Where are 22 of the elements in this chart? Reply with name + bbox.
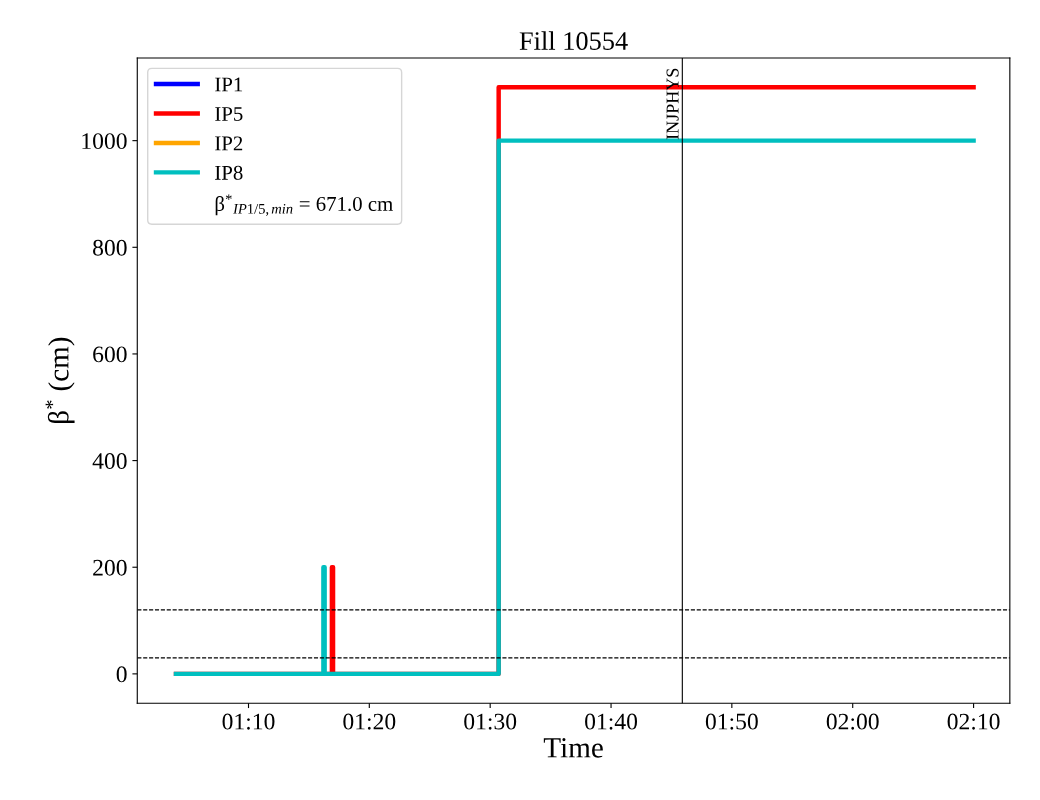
y-tick-label: 0 (116, 666, 127, 683)
chart-title: Fill 10554 (519, 31, 628, 50)
y-tick-label: 1000 (82, 133, 127, 150)
x-tick-label: 01:10 (222, 713, 275, 730)
x-tick-label: 02:00 (826, 713, 879, 730)
legend-label: IP2 (215, 136, 243, 151)
x-tick-label: 01:30 (464, 713, 517, 730)
x-tick-label: 02:10 (947, 713, 1000, 730)
legend-label: IP1 (215, 77, 243, 92)
y-tick-label: 800 (93, 239, 127, 256)
legend-label: IP8 (215, 165, 243, 180)
legend-label: IP5 (215, 107, 243, 121)
ref-line-label: INJPHYS (666, 68, 679, 140)
x-tick-label: 01:20 (343, 713, 396, 730)
y-tick-label: 200 (93, 559, 127, 576)
x-tick-label: 01:40 (585, 713, 638, 730)
y-axis-title: β$^{*}$ (cm) (45, 337, 75, 423)
x-axis-title: Time (543, 738, 603, 758)
annotation: β$^{*}$$_{IP1/5,min}$ = 671.0 cm (215, 194, 393, 216)
y-tick-label: 600 (93, 346, 127, 363)
y-tick-label: 400 (92, 453, 127, 470)
x-tick-label: 01:50 (705, 713, 758, 730)
